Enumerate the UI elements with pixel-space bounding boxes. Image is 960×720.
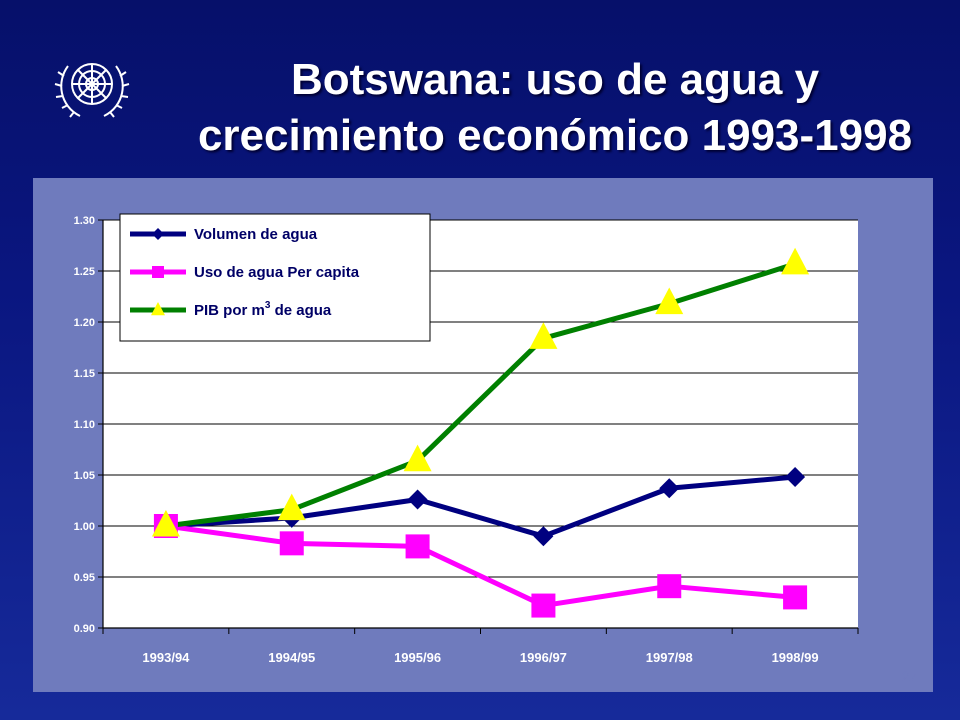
y-tick-label: 1.15 <box>74 368 95 380</box>
data-point-volumen <box>533 526 554 547</box>
y-tick-label: 1.20 <box>74 317 95 329</box>
data-point-pib <box>151 509 180 537</box>
chart-panel: 0.90 0.95 1.00 1.05 1.10 1.15 1.20 1.25 1.30 1993… <box>33 178 933 692</box>
slide-number: 27 <box>902 668 918 684</box>
series-line-pib <box>165 261 796 529</box>
data-point-pib <box>781 247 810 275</box>
x-tick-label: 1996/97 <box>520 650 567 665</box>
legend-label-volumen: Volumen de agua <box>194 226 318 243</box>
data-point-pib <box>655 287 684 315</box>
line-chart: 0.90 0.95 1.00 1.05 1.10 1.15 1.20 1.25 1.30 1993… <box>74 213 859 665</box>
data-point-pib <box>277 493 306 521</box>
legend-marker-pib <box>151 301 165 316</box>
data-point-uso <box>657 574 682 599</box>
un-emblem-icon <box>54 63 130 118</box>
y-tick-label: 1.25 <box>74 266 95 278</box>
data-point-pib <box>529 322 558 349</box>
legend-label-pib: PIB por m3 de agua <box>194 300 332 319</box>
x-tick-label: 1994/95 <box>268 650 315 665</box>
data-point-pib <box>403 444 432 472</box>
x-tick-label: 1997/98 <box>646 650 693 665</box>
y-tick-label: 1.05 <box>74 470 95 482</box>
slide-title: Botswana: uso de agua y crecimiento econ… <box>150 52 960 164</box>
data-point-volumen <box>785 467 806 488</box>
data-point-volumen <box>407 489 428 510</box>
legend-marker-uso <box>152 266 164 278</box>
legend-label-uso: Uso de agua Per capita <box>194 264 360 281</box>
y-tick-label: 1.10 <box>74 419 95 431</box>
y-tick-label: 0.90 <box>74 623 95 635</box>
x-tick-label: 1995/96 <box>394 650 441 665</box>
y-tick-label: 1.00 <box>74 521 95 533</box>
x-tick-label: 1998/99 <box>772 650 819 665</box>
y-tick-label: 0.95 <box>74 572 95 584</box>
title-line-2: crecimiento económico 1993-1998 <box>197 111 913 160</box>
x-tick-label: 1993/94 <box>142 650 190 665</box>
title-line-1: Botswana: uso de agua y <box>290 55 820 104</box>
data-point-volumen <box>659 478 680 499</box>
legend-marker-volumen <box>152 228 164 240</box>
data-point-uso <box>405 534 430 559</box>
series-line-uso <box>165 523 796 609</box>
y-tick-label: 1.30 <box>74 215 95 227</box>
data-point-uso <box>279 531 304 556</box>
series-line-volumen <box>165 474 796 539</box>
data-point-uso <box>531 593 556 618</box>
data-point-uso <box>783 585 808 610</box>
